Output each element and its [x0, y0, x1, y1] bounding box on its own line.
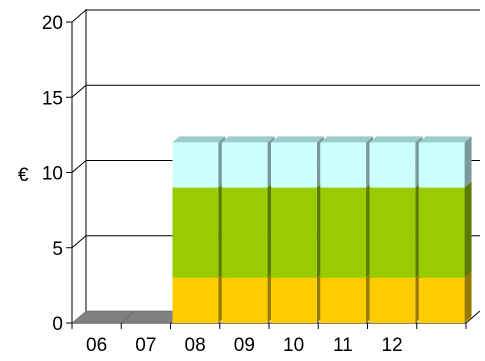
bar-top [369, 136, 423, 143]
tick-labels: 0 5 10 15 20 06 07 08 09 10 11 12 [42, 13, 403, 356]
y-tick-label: 20 [42, 13, 63, 34]
x-tick-label: 12 [382, 335, 403, 356]
x-tick-label: 10 [283, 335, 304, 356]
gridline-depth [71, 9, 87, 23]
bar-segment [418, 277, 465, 323]
x-tick-label: 06 [86, 335, 107, 356]
bar-segment [221, 187, 268, 278]
bar-top [271, 136, 324, 143]
bar-segment [369, 277, 416, 323]
bar-top [221, 136, 275, 143]
bar-segment [369, 142, 416, 188]
bar-top [172, 136, 226, 143]
bar-segment [320, 142, 367, 188]
gridline-depth [71, 160, 87, 173]
y-tick-label: 5 [52, 239, 63, 260]
x-tick-label: 09 [234, 335, 255, 356]
gridline-depth [71, 84, 87, 98]
bar-top [418, 136, 472, 143]
floor-edge [465, 310, 481, 324]
bar-top [320, 136, 374, 143]
bar-segment [369, 187, 416, 278]
bar-segment [320, 277, 367, 323]
bar-segment [221, 142, 268, 188]
bar-side [464, 271, 472, 323]
y-tick-label: 15 [42, 88, 63, 109]
bar-segment [172, 187, 219, 278]
bar-segment [320, 187, 367, 278]
bars [71, 136, 472, 324]
bar-side [464, 136, 472, 188]
gridline-depth [71, 235, 87, 249]
bar-side [464, 181, 472, 278]
x-tick-label: 08 [185, 335, 206, 356]
bar-segment [271, 187, 317, 278]
bar-segment [172, 142, 219, 188]
bar-segment [172, 277, 219, 323]
y-tick-label: 0 [52, 314, 63, 335]
x-tick-label: 07 [135, 335, 156, 356]
bar-segment [271, 277, 317, 323]
bar-segment [418, 187, 465, 278]
y-tick-label: 10 [42, 164, 63, 185]
bar-segment [221, 277, 268, 323]
x-tick-label: 11 [333, 335, 353, 356]
y-axis-label: € [18, 165, 29, 186]
bar-segment [418, 142, 465, 188]
bar-segment [271, 142, 317, 188]
